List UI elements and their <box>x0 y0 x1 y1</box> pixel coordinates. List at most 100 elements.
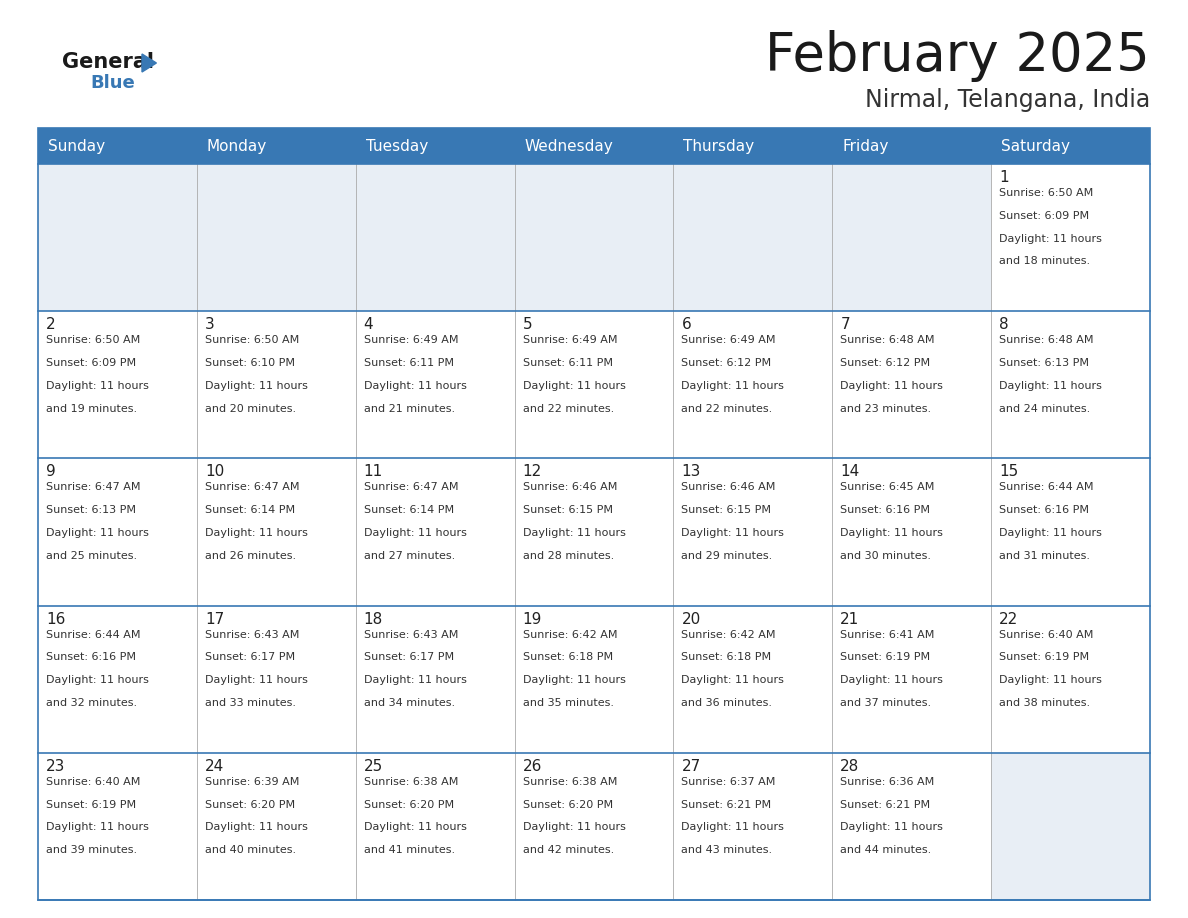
Text: 14: 14 <box>840 465 860 479</box>
Bar <box>355 128 514 164</box>
Text: Sunrise: 6:47 AM: Sunrise: 6:47 AM <box>46 482 140 492</box>
Text: Sunrise: 6:41 AM: Sunrise: 6:41 AM <box>840 630 935 640</box>
Text: Daylight: 11 hours: Daylight: 11 hours <box>999 381 1102 391</box>
Text: Sunrise: 6:49 AM: Sunrise: 6:49 AM <box>523 335 617 345</box>
Text: 8: 8 <box>999 318 1009 332</box>
Bar <box>514 311 674 458</box>
Text: and 34 minutes.: and 34 minutes. <box>364 698 455 708</box>
Bar <box>197 606 355 753</box>
Bar <box>197 164 355 311</box>
Text: Sunset: 6:14 PM: Sunset: 6:14 PM <box>204 505 295 515</box>
Text: 10: 10 <box>204 465 225 479</box>
Bar <box>674 753 833 900</box>
Text: and 29 minutes.: and 29 minutes. <box>682 551 772 561</box>
Text: Sunset: 6:15 PM: Sunset: 6:15 PM <box>523 505 613 515</box>
Bar <box>514 753 674 900</box>
Text: Daylight: 11 hours: Daylight: 11 hours <box>682 676 784 685</box>
Text: and 39 minutes.: and 39 minutes. <box>46 845 137 856</box>
Bar <box>38 128 1150 900</box>
Bar <box>833 753 991 900</box>
Text: and 23 minutes.: and 23 minutes. <box>840 404 931 414</box>
Text: and 37 minutes.: and 37 minutes. <box>840 698 931 708</box>
Bar <box>674 164 833 311</box>
Text: Daylight: 11 hours: Daylight: 11 hours <box>682 823 784 833</box>
Text: and 32 minutes.: and 32 minutes. <box>46 698 137 708</box>
Text: and 28 minutes.: and 28 minutes. <box>523 551 614 561</box>
Text: 24: 24 <box>204 759 225 774</box>
Text: and 21 minutes.: and 21 minutes. <box>364 404 455 414</box>
Bar <box>833 128 991 164</box>
Text: 2: 2 <box>46 318 56 332</box>
Text: 23: 23 <box>46 759 65 774</box>
Text: Sunset: 6:20 PM: Sunset: 6:20 PM <box>523 800 613 810</box>
Polygon shape <box>143 54 157 72</box>
Text: Sunrise: 6:47 AM: Sunrise: 6:47 AM <box>204 482 299 492</box>
Text: Daylight: 11 hours: Daylight: 11 hours <box>840 823 943 833</box>
Text: Sunset: 6:13 PM: Sunset: 6:13 PM <box>999 358 1089 368</box>
Text: and 40 minutes.: and 40 minutes. <box>204 845 296 856</box>
Text: Sunrise: 6:43 AM: Sunrise: 6:43 AM <box>364 630 459 640</box>
Text: Sunrise: 6:48 AM: Sunrise: 6:48 AM <box>999 335 1094 345</box>
Text: and 25 minutes.: and 25 minutes. <box>46 551 137 561</box>
Bar <box>833 606 991 753</box>
Text: Daylight: 11 hours: Daylight: 11 hours <box>204 823 308 833</box>
Text: Daylight: 11 hours: Daylight: 11 hours <box>364 528 467 538</box>
Text: Thursday: Thursday <box>683 139 754 153</box>
Text: and 44 minutes.: and 44 minutes. <box>840 845 931 856</box>
Text: Daylight: 11 hours: Daylight: 11 hours <box>46 528 148 538</box>
Text: Sunrise: 6:45 AM: Sunrise: 6:45 AM <box>840 482 935 492</box>
Text: Daylight: 11 hours: Daylight: 11 hours <box>999 676 1102 685</box>
Bar <box>355 753 514 900</box>
Bar <box>514 128 674 164</box>
Text: 13: 13 <box>682 465 701 479</box>
Bar <box>514 164 674 311</box>
Text: Sunrise: 6:49 AM: Sunrise: 6:49 AM <box>364 335 459 345</box>
Text: Sunset: 6:16 PM: Sunset: 6:16 PM <box>46 653 135 663</box>
Text: Daylight: 11 hours: Daylight: 11 hours <box>46 823 148 833</box>
Text: and 41 minutes.: and 41 minutes. <box>364 845 455 856</box>
Bar <box>991 753 1150 900</box>
Text: and 30 minutes.: and 30 minutes. <box>840 551 931 561</box>
Text: and 38 minutes.: and 38 minutes. <box>999 698 1091 708</box>
Text: and 20 minutes.: and 20 minutes. <box>204 404 296 414</box>
Text: 18: 18 <box>364 611 383 627</box>
Text: Sunset: 6:16 PM: Sunset: 6:16 PM <box>840 505 930 515</box>
Text: 3: 3 <box>204 318 215 332</box>
Text: Sunrise: 6:50 AM: Sunrise: 6:50 AM <box>46 335 140 345</box>
Text: Sunrise: 6:44 AM: Sunrise: 6:44 AM <box>999 482 1094 492</box>
Text: Tuesday: Tuesday <box>366 139 428 153</box>
Text: Saturday: Saturday <box>1001 139 1070 153</box>
Text: 22: 22 <box>999 611 1018 627</box>
Text: Sunset: 6:21 PM: Sunset: 6:21 PM <box>840 800 930 810</box>
Text: 11: 11 <box>364 465 383 479</box>
Text: Sunset: 6:19 PM: Sunset: 6:19 PM <box>46 800 137 810</box>
Bar <box>674 128 833 164</box>
Text: Daylight: 11 hours: Daylight: 11 hours <box>46 381 148 391</box>
Bar <box>197 128 355 164</box>
Text: Sunset: 6:12 PM: Sunset: 6:12 PM <box>840 358 930 368</box>
Text: Daylight: 11 hours: Daylight: 11 hours <box>364 676 467 685</box>
Text: and 22 minutes.: and 22 minutes. <box>523 404 614 414</box>
Text: Sunset: 6:21 PM: Sunset: 6:21 PM <box>682 800 771 810</box>
Text: Daylight: 11 hours: Daylight: 11 hours <box>999 528 1102 538</box>
Text: Sunset: 6:14 PM: Sunset: 6:14 PM <box>364 505 454 515</box>
Text: Daylight: 11 hours: Daylight: 11 hours <box>204 528 308 538</box>
Text: and 27 minutes.: and 27 minutes. <box>364 551 455 561</box>
Bar <box>833 458 991 606</box>
Text: 6: 6 <box>682 318 691 332</box>
Text: 4: 4 <box>364 318 373 332</box>
Text: Sunset: 6:15 PM: Sunset: 6:15 PM <box>682 505 771 515</box>
Text: Daylight: 11 hours: Daylight: 11 hours <box>840 381 943 391</box>
Text: Sunset: 6:16 PM: Sunset: 6:16 PM <box>999 505 1089 515</box>
Text: Sunset: 6:09 PM: Sunset: 6:09 PM <box>46 358 137 368</box>
Text: 7: 7 <box>840 318 849 332</box>
Text: and 31 minutes.: and 31 minutes. <box>999 551 1091 561</box>
Text: Sunrise: 6:40 AM: Sunrise: 6:40 AM <box>999 630 1093 640</box>
Text: and 43 minutes.: and 43 minutes. <box>682 845 772 856</box>
Text: 16: 16 <box>46 611 65 627</box>
Text: Daylight: 11 hours: Daylight: 11 hours <box>204 381 308 391</box>
Text: 9: 9 <box>46 465 56 479</box>
Text: Sunrise: 6:37 AM: Sunrise: 6:37 AM <box>682 777 776 787</box>
Bar <box>674 606 833 753</box>
Text: Sunrise: 6:38 AM: Sunrise: 6:38 AM <box>364 777 459 787</box>
